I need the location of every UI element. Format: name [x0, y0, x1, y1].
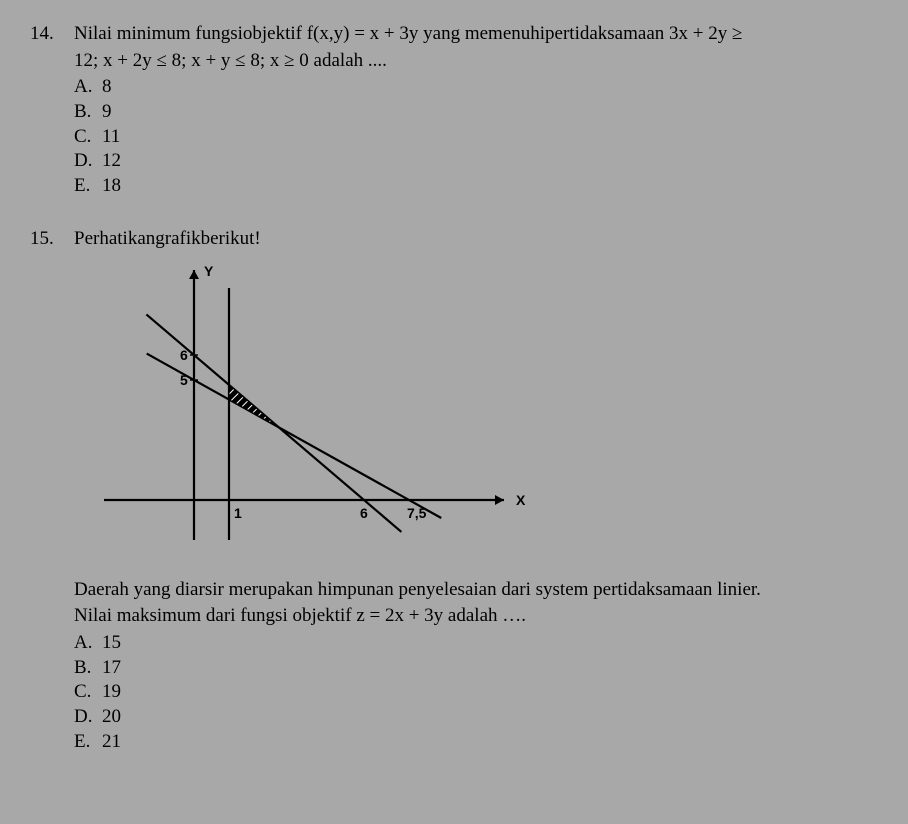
question-14: 14. Nilai minimum fungsiobjektif f(x,y) …	[30, 22, 878, 199]
opt-letter: C.	[74, 680, 102, 705]
q15-opt-d: D. 20	[74, 705, 878, 730]
opt-letter: E.	[74, 730, 102, 755]
q15-desc1: Daerah yang diarsir merupakan himpunan p…	[74, 578, 878, 603]
q15-opt-c: C. 19	[74, 680, 878, 705]
q15-opt-e: E. 21	[74, 730, 878, 755]
q15-number: 15.	[30, 227, 74, 755]
opt-letter: D.	[74, 149, 102, 174]
q14-number: 14.	[30, 22, 74, 199]
opt-letter: C.	[74, 125, 102, 150]
question-15: 15. Perhatikangrafikberikut! Y X 6 5 1 6 7,5 D…	[30, 227, 878, 755]
svg-text:Y: Y	[204, 263, 214, 279]
q14-body: Nilai minimum fungsiobjektif f(x,y) = x …	[74, 22, 878, 199]
opt-value: 17	[102, 656, 121, 681]
opt-value: 8	[102, 75, 112, 100]
opt-value: 20	[102, 705, 121, 730]
q15-desc2: Nilai maksimum dari fungsi objektif z = …	[74, 604, 878, 629]
svg-text:5: 5	[180, 372, 188, 388]
opt-letter: B.	[74, 656, 102, 681]
opt-letter: A.	[74, 631, 102, 656]
opt-letter: A.	[74, 75, 102, 100]
q14-opt-a: A. 8	[74, 75, 878, 100]
opt-value: 21	[102, 730, 121, 755]
opt-value: 15	[102, 631, 121, 656]
q14-opt-b: B. 9	[74, 100, 878, 125]
svg-text:6: 6	[180, 347, 188, 363]
q15-body: Perhatikangrafikberikut! Y X 6 5 1 6 7,5 Daera…	[74, 227, 878, 755]
q14-line1: Nilai minimum fungsiobjektif f(x,y) = x …	[74, 22, 878, 47]
q14-opt-e: E. 18	[74, 174, 878, 199]
svg-text:7,5: 7,5	[407, 505, 427, 521]
q15-stem: Perhatikangrafikberikut!	[74, 227, 878, 252]
q15-opt-a: A. 15	[74, 631, 878, 656]
svg-text:X: X	[516, 492, 526, 508]
svg-text:6: 6	[360, 505, 368, 521]
graph-svg: Y X 6 5 1 6 7,5	[74, 260, 544, 560]
opt-value: 19	[102, 680, 121, 705]
opt-letter: E.	[74, 174, 102, 199]
q14-options: A. 8 B. 9 C. 11 D. 12 E. 18	[74, 75, 878, 198]
q15-graph: Y X 6 5 1 6 7,5	[74, 254, 878, 578]
svg-text:1: 1	[234, 505, 242, 521]
q14-line2: 12; x + 2y ≤ 8; x + y ≤ 8; x ≥ 0 adalah …	[74, 49, 878, 74]
q15-opt-b: B. 17	[74, 656, 878, 681]
opt-letter: D.	[74, 705, 102, 730]
q14-row: 14. Nilai minimum fungsiobjektif f(x,y) …	[30, 22, 878, 199]
opt-value: 9	[102, 100, 112, 125]
q14-opt-c: C. 11	[74, 125, 878, 150]
q15-options: A. 15 B. 17 C. 19 D. 20 E. 21	[74, 631, 878, 754]
opt-value: 18	[102, 174, 121, 199]
opt-value: 11	[102, 125, 120, 150]
opt-value: 12	[102, 149, 121, 174]
opt-letter: B.	[74, 100, 102, 125]
q15-row: 15. Perhatikangrafikberikut! Y X 6 5 1 6 7,5 D…	[30, 227, 878, 755]
q14-opt-d: D. 12	[74, 149, 878, 174]
